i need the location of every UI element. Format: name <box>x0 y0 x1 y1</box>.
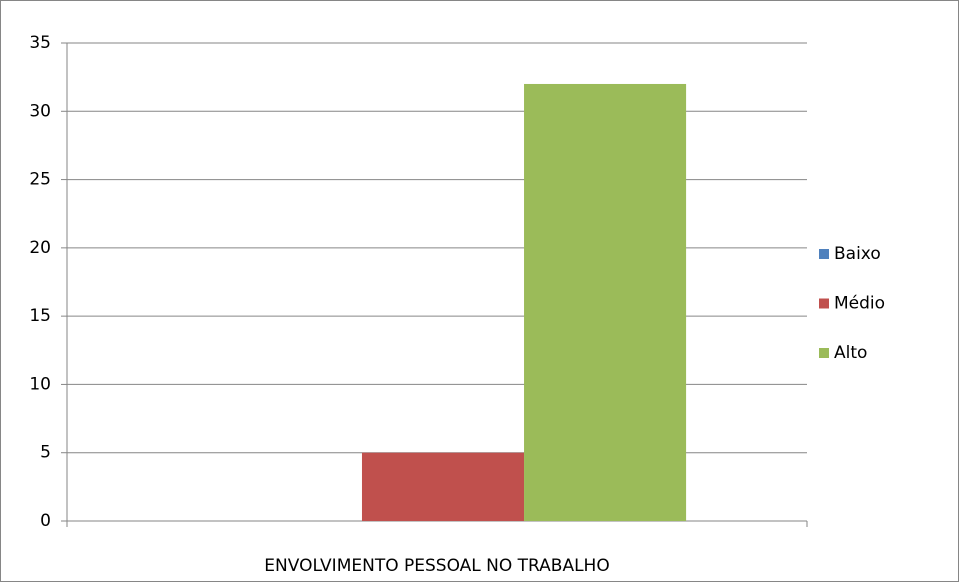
bar <box>524 83 687 521</box>
y-tick-label: 15 <box>29 306 51 326</box>
legend-swatch <box>819 249 829 259</box>
y-tick-label: 5 <box>40 443 51 463</box>
y-tick-label: 0 <box>40 511 51 531</box>
bar <box>361 452 525 521</box>
y-tick-label: 10 <box>29 374 51 394</box>
legend-label: Alto <box>834 343 867 363</box>
legend-swatch <box>819 298 829 309</box>
y-tick-label: 20 <box>29 238 51 258</box>
legend-label: Baixo <box>834 244 881 264</box>
x-tick-label: ENVOLVIMENTO PESSOAL NO TRABALHO <box>264 556 609 576</box>
y-tick-label: 30 <box>29 101 51 121</box>
legend-swatch <box>819 348 829 358</box>
y-tick-label: 25 <box>29 170 51 190</box>
y-tick-label: 35 <box>29 33 51 53</box>
legend-label: Médio <box>834 294 885 314</box>
